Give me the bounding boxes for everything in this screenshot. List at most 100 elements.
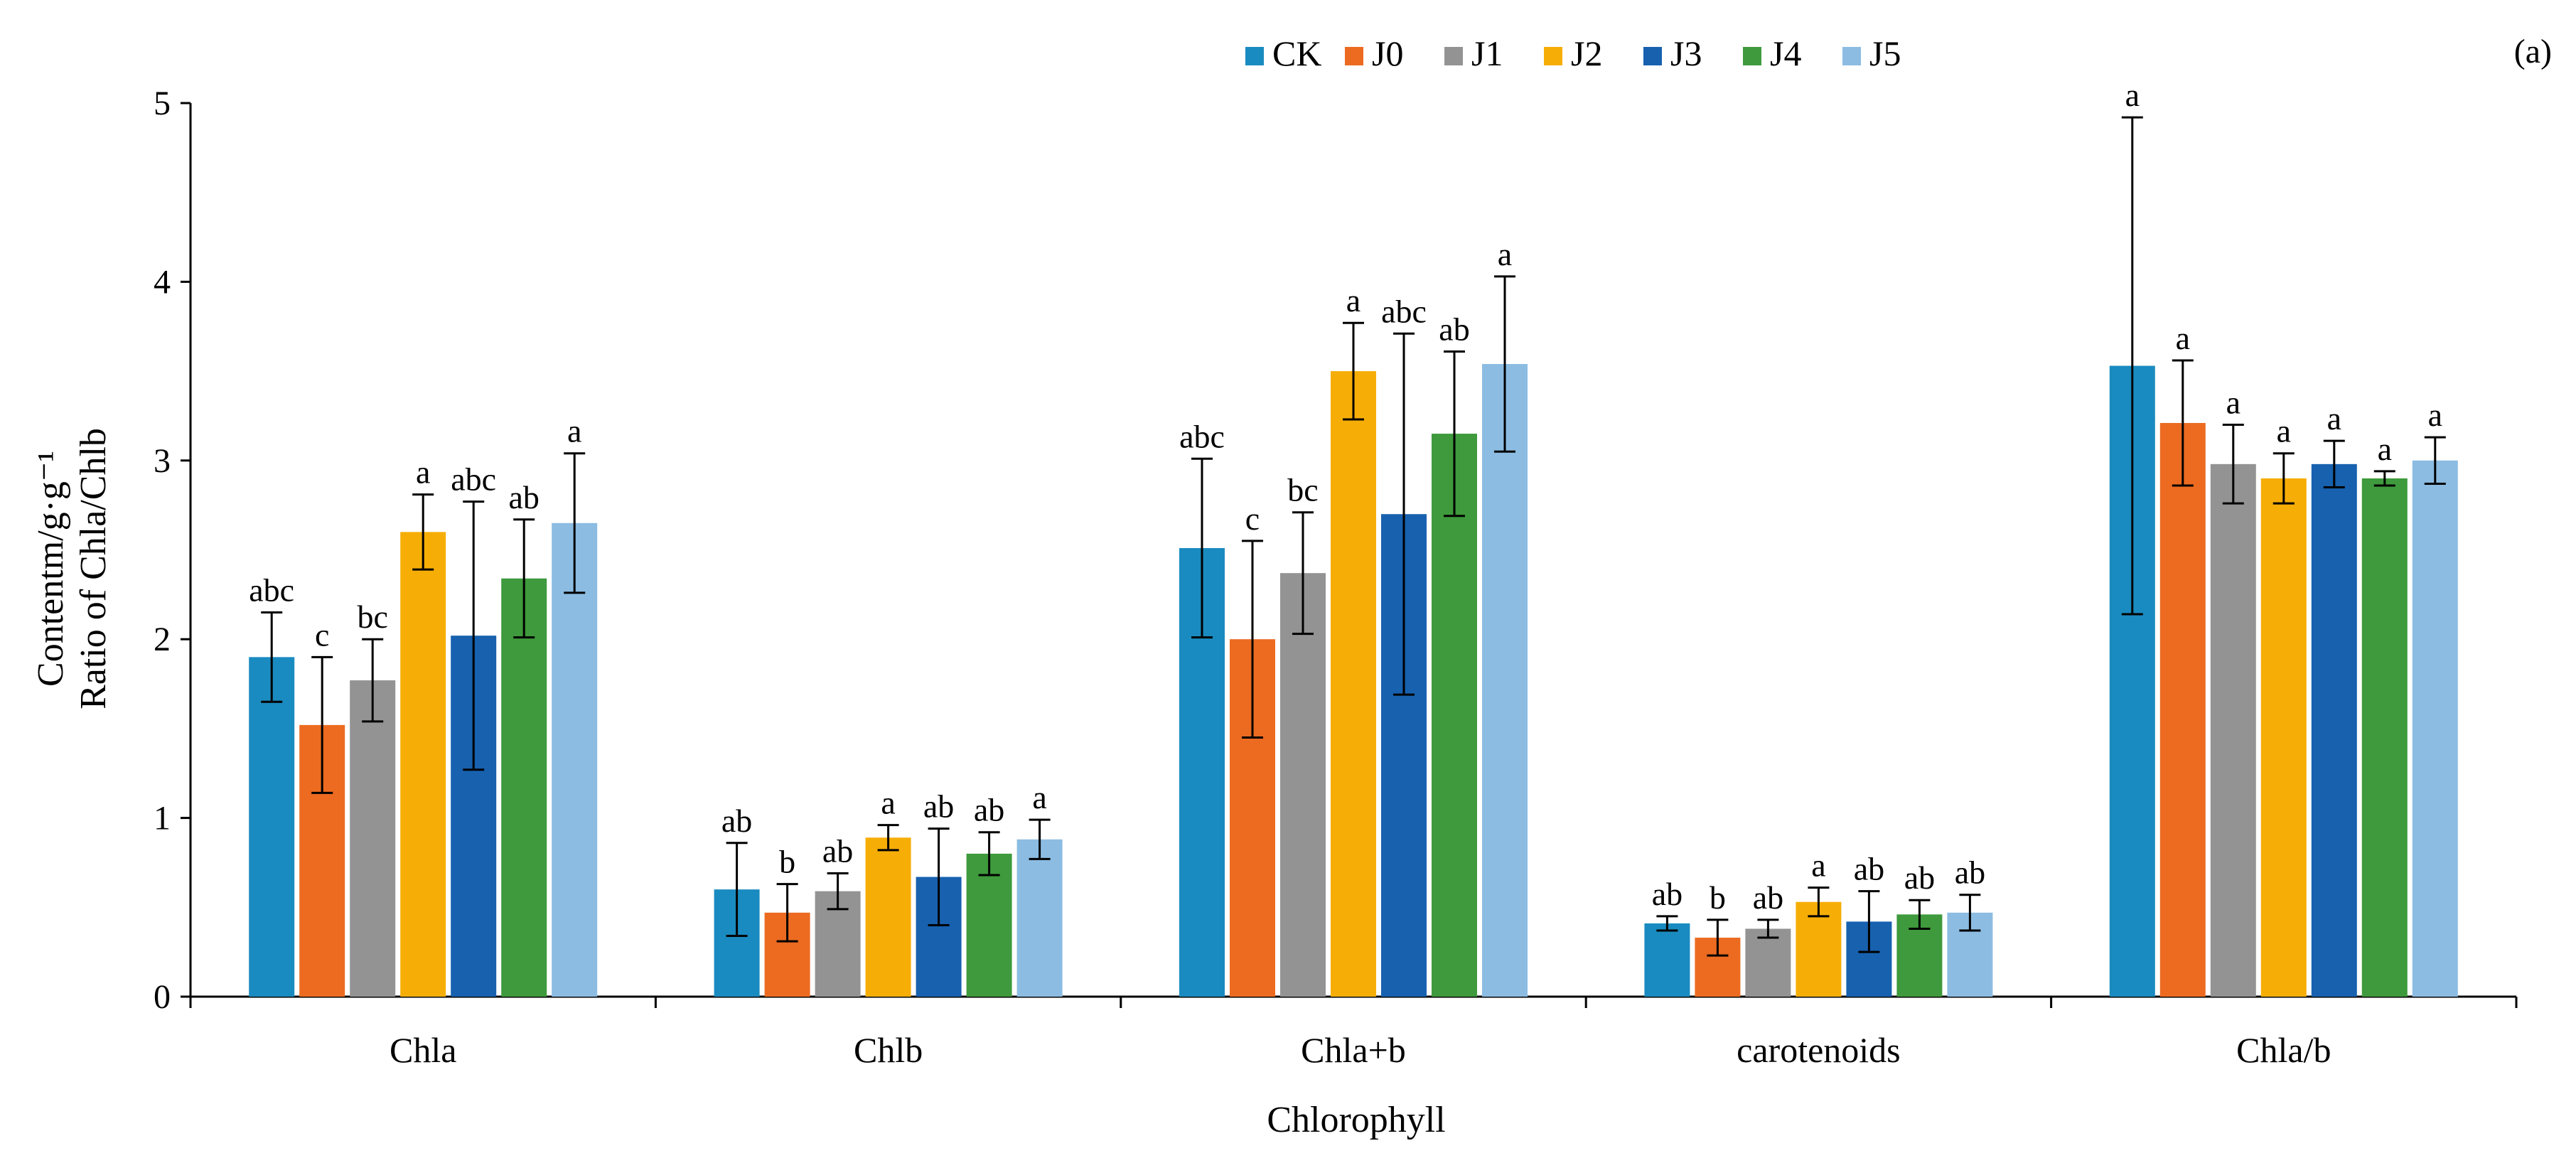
significance-label: a <box>1811 847 1825 884</box>
legend-swatch <box>1743 47 1761 65</box>
category-label: carotenoids <box>1737 1030 1900 1070</box>
significance-label: b <box>1710 879 1726 916</box>
legend: CK J0 J1 J2 J3 J4 J5 <box>1245 33 1901 73</box>
legend-swatch <box>1544 47 1562 65</box>
y-axis-title-line2: Ratio of Chla/Chlb <box>73 428 114 709</box>
category-label: Chla/b <box>2236 1030 2331 1070</box>
significance-label: ab <box>923 788 954 825</box>
significance-label: bc <box>357 599 387 635</box>
error-bars <box>261 116 2446 957</box>
legend-item: J1 <box>1444 33 1503 73</box>
panel-label: (a) <box>2514 33 2552 70</box>
x-axis-title: Chlorophyll <box>1267 1100 1445 1140</box>
significance-label: ab <box>721 803 752 839</box>
legend-item: J4 <box>1743 33 1801 73</box>
significance-label: a <box>567 413 581 449</box>
y-tick-labels: 0 1 2 3 4 5 <box>154 85 171 1016</box>
bar <box>966 853 1012 997</box>
category-label: Chla+b <box>1301 1030 1406 1070</box>
legend-item: J5 <box>1842 33 1901 73</box>
significance-label: ab <box>1955 854 1985 891</box>
significance-label: a <box>2176 320 2190 356</box>
significance-label: abc <box>1179 418 1225 454</box>
y-tick-label: 4 <box>154 263 171 301</box>
bar <box>249 657 295 997</box>
bar <box>2260 478 2307 997</box>
legend-item: CK <box>1245 33 1321 73</box>
significance-label: ab <box>1854 851 1884 887</box>
significance-labels: abcababcabacbcbabcabbcabaaaaaaabcababcab… <box>249 77 2442 916</box>
significance-label: b <box>779 844 795 880</box>
category-labels: Chla Chlb Chla+b carotenoids Chla/b <box>390 1030 2331 1070</box>
bar <box>1796 901 1842 997</box>
y-axis-title: Contentm/g·g⁻¹ Ratio of Chla/Chlb <box>31 428 114 709</box>
legend-swatch <box>1842 47 1861 65</box>
y-tick-label: 2 <box>154 621 171 658</box>
legend-label: J0 <box>1372 33 1403 73</box>
significance-label: a <box>2277 413 2291 449</box>
bar <box>400 532 446 997</box>
significance-label: a <box>881 785 895 821</box>
legend-item: J3 <box>1643 33 1702 73</box>
y-tick-label: 5 <box>154 85 171 122</box>
legend-swatch <box>1643 47 1662 65</box>
legend-item: J0 <box>1345 33 1403 73</box>
bar <box>1016 839 1063 997</box>
bar <box>1432 434 1477 997</box>
bar <box>1482 364 1528 997</box>
significance-label: a <box>1346 282 1361 318</box>
bar <box>2159 423 2206 997</box>
significance-label: ab <box>822 833 853 869</box>
bar <box>1280 573 1326 997</box>
legend-item: J2 <box>1544 33 1602 73</box>
bar <box>350 680 396 997</box>
y-tick-label: 3 <box>154 442 171 480</box>
bar <box>1745 928 1791 997</box>
legend-swatch <box>1245 47 1264 65</box>
bar <box>2412 460 2458 997</box>
legend-label: J3 <box>1670 33 1702 73</box>
bar <box>552 522 598 997</box>
significance-label: a <box>2226 385 2240 421</box>
bar <box>1644 923 1690 997</box>
bar <box>865 837 911 997</box>
significance-label: a <box>2327 400 2341 436</box>
bars <box>249 364 2458 997</box>
legend-label: J4 <box>1770 33 1801 73</box>
significance-label: ab <box>508 479 539 515</box>
legend-label: J5 <box>1869 33 1901 73</box>
significance-label: a <box>416 454 430 491</box>
bar <box>1331 371 1376 997</box>
bar <box>2210 463 2256 997</box>
bar <box>2361 478 2408 997</box>
significance-label: a <box>2125 77 2140 113</box>
significance-label: c <box>1245 500 1260 537</box>
significance-label: a <box>2428 397 2442 433</box>
legend-label: J1 <box>1471 33 1503 73</box>
significance-label: abc <box>1381 293 1427 329</box>
legend-swatch <box>1444 47 1463 65</box>
legend-label: CK <box>1272 33 1321 73</box>
bar <box>2311 463 2357 997</box>
significance-label: ab <box>974 792 1004 828</box>
significance-label: ab <box>1439 311 1469 347</box>
y-tick-label: 1 <box>154 800 171 837</box>
legend-label: J2 <box>1571 33 1602 73</box>
significance-label: a <box>2378 431 2392 467</box>
category-label: Chla <box>390 1030 456 1070</box>
legend-swatch <box>1345 47 1363 65</box>
significance-label: a <box>1032 779 1046 815</box>
y-tick-label: 0 <box>154 978 171 1016</box>
significance-label: c <box>315 616 329 653</box>
significance-label: ab <box>1652 876 1683 912</box>
significance-label: a <box>1498 236 1512 272</box>
significance-label: abc <box>451 461 496 498</box>
y-axis-title-line1: Contentm/g·g⁻¹ <box>31 451 71 687</box>
significance-label: ab <box>1904 859 1935 896</box>
significance-label: ab <box>1753 879 1783 916</box>
significance-label: bc <box>1287 472 1318 508</box>
significance-label: abc <box>249 572 294 608</box>
bar <box>501 578 547 997</box>
category-label: Chlb <box>854 1030 923 1070</box>
